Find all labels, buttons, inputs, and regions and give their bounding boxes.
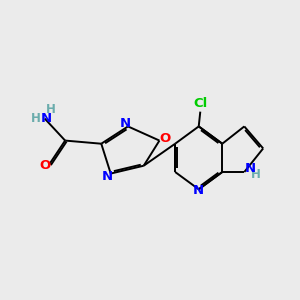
Text: N: N [120, 117, 131, 130]
Text: Cl: Cl [193, 97, 207, 110]
Text: O: O [159, 133, 170, 146]
Text: N: N [245, 162, 256, 175]
Text: N: N [193, 184, 204, 197]
Text: N: N [102, 170, 113, 183]
Text: H: H [45, 103, 55, 116]
Text: N: N [41, 112, 52, 125]
Text: H: H [31, 112, 41, 125]
Text: O: O [39, 159, 50, 172]
Text: H: H [251, 168, 261, 181]
